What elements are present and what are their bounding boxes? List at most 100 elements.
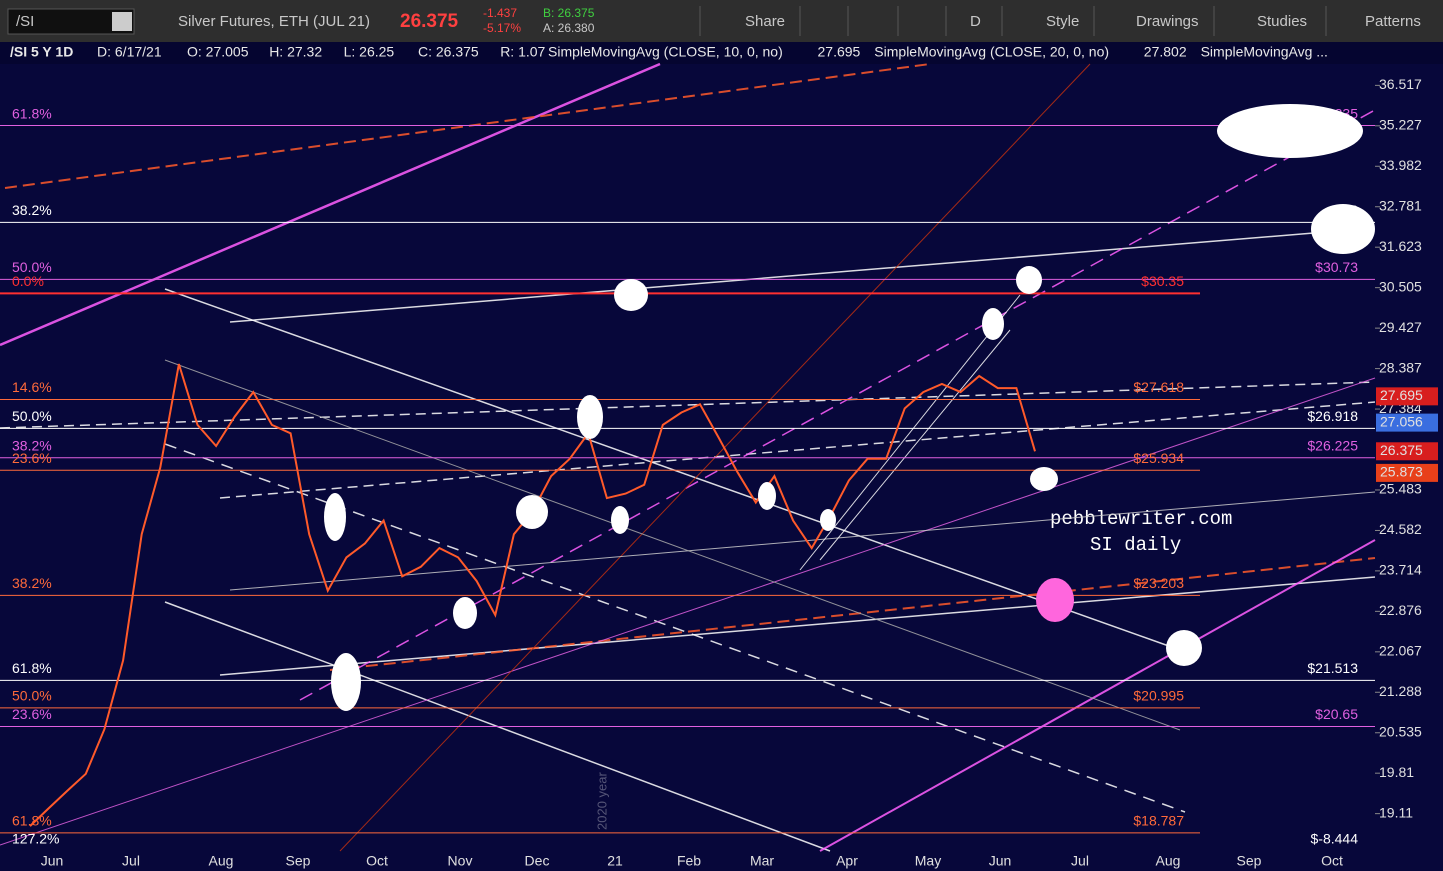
price-tag <box>1376 442 1438 461</box>
x-tick-label: Jul <box>122 853 140 869</box>
y-tick-label: 32.781 <box>1379 197 1422 213</box>
drawing-line <box>819 329 1011 561</box>
level-pct: 50.0% <box>12 408 52 424</box>
price-tag-label: 26.375 <box>1380 442 1423 458</box>
price-tag-label: 25.873 <box>1380 464 1423 480</box>
x-tick-label: Nov <box>448 853 473 869</box>
y-tick-label: 20.535 <box>1379 723 1422 739</box>
y-tick-label: 21.288 <box>1379 683 1422 699</box>
y-tick-label: 36.517 <box>1379 76 1422 92</box>
study-label: SimpleMovingAvg (CLOSE, 10, 0, no) <box>548 44 783 60</box>
drawing-line <box>219 401 1376 499</box>
x-tick-label: Oct <box>366 853 388 869</box>
toolbar <box>0 0 1443 42</box>
x-tick-label: 21 <box>607 853 623 869</box>
study-value: 27.695 <box>818 44 861 60</box>
watermark: pebblewriter.com <box>1050 508 1232 530</box>
x-tick-label: Sep <box>1237 853 1262 869</box>
level-pct: 38.2% <box>12 437 52 453</box>
drawing-line <box>229 229 1351 323</box>
price-tag <box>1376 413 1438 432</box>
marker <box>1311 204 1375 254</box>
level-label: $25.934 <box>1133 450 1184 466</box>
drawing-line <box>164 359 1181 731</box>
y-tick-label: 19.11 <box>1379 804 1413 820</box>
toolbar-button[interactable]: D <box>970 13 981 30</box>
y-tick-label: 30.505 <box>1379 278 1422 294</box>
level-pct: 38.2% <box>12 202 52 218</box>
toolbar-button[interactable]: Share <box>745 13 785 30</box>
level-label: $-8.444 <box>1311 831 1359 847</box>
marker <box>758 482 776 510</box>
level-label: $20.995 <box>1133 688 1184 704</box>
level-label: $26.918 <box>1307 408 1358 424</box>
header-field: D: 6/17/21 <box>97 44 162 60</box>
toolbar-button[interactable]: Studies <box>1257 13 1307 30</box>
x-tick-label: Feb <box>677 853 701 869</box>
drawing-line <box>0 62 661 347</box>
toolbar-button[interactable]: Patterns <box>1365 13 1421 30</box>
change-pct: -5.17% <box>483 21 521 35</box>
watermark: SI daily <box>1090 534 1181 556</box>
year-label: 2020 year <box>594 772 609 830</box>
price-tag <box>1376 463 1438 482</box>
level-pct: 127.2% <box>12 831 59 847</box>
x-tick-label: Aug <box>209 853 234 869</box>
level-label: $30.73 <box>1315 259 1358 275</box>
level-label: $23.203 <box>1133 575 1184 591</box>
x-tick-label: Aug <box>1156 853 1181 869</box>
x-tick-label: Jun <box>989 853 1012 869</box>
level-pct: 50.0% <box>12 259 52 275</box>
header-field: C: 26.375 <box>418 44 479 60</box>
level-pct: 38.2% <box>12 575 52 591</box>
drawing-line <box>0 381 1376 429</box>
level-pct: 50.0% <box>12 688 52 704</box>
level-pct: 0.0% <box>12 273 44 289</box>
level-label: $21.513 <box>1307 660 1358 676</box>
bid: B: 26.375 <box>543 6 595 20</box>
header-field: H: 27.32 <box>269 44 322 60</box>
study-name: /SI 5 Y 1D <box>10 44 73 60</box>
y-tick-label: 25.483 <box>1379 481 1422 497</box>
price-tag <box>1376 387 1438 406</box>
level-label: $26.225 <box>1307 437 1358 453</box>
drawing-line <box>799 294 1021 571</box>
marker <box>614 279 648 311</box>
drawing-line <box>329 557 1376 671</box>
level-label: $30.35 <box>1141 273 1184 289</box>
price-tag-label: 27.695 <box>1380 387 1423 403</box>
marker <box>982 308 1004 340</box>
level-pct: 14.6% <box>12 379 52 395</box>
marker <box>611 506 629 534</box>
x-tick-label: Apr <box>836 853 858 869</box>
y-tick-label: 31.623 <box>1379 238 1422 254</box>
header-field: O: 27.005 <box>187 44 249 60</box>
marker <box>577 395 603 439</box>
marker <box>1217 104 1363 158</box>
last-price: 26.375 <box>400 11 459 32</box>
level-pct: 61.8% <box>12 105 52 121</box>
toolbar-button[interactable]: Drawings <box>1136 13 1199 30</box>
drawing-line <box>299 109 1376 701</box>
ask: A: 26.380 <box>543 21 595 35</box>
dropdown[interactable] <box>112 12 132 31</box>
y-tick-label: 22.067 <box>1379 643 1422 659</box>
y-tick-label: 28.387 <box>1379 359 1422 375</box>
y-tick-label: 19.81 <box>1379 764 1414 780</box>
marker <box>453 597 477 629</box>
drawing-line <box>4 63 931 189</box>
y-tick-label: 29.427 <box>1379 319 1422 335</box>
header-field: L: 26.25 <box>344 44 395 60</box>
header <box>0 42 1443 64</box>
marker <box>1036 578 1074 622</box>
y-tick-label: 23.714 <box>1379 562 1422 578</box>
x-tick-label: Sep <box>286 853 311 869</box>
marker <box>1016 266 1042 294</box>
y-tick-label: 22.876 <box>1379 602 1422 618</box>
header-field: R: 1.07 <box>500 44 545 60</box>
study-label: SimpleMovingAvg ... <box>1201 44 1328 60</box>
marker <box>820 509 836 531</box>
toolbar-button[interactable]: Style <box>1046 13 1079 30</box>
y-tick-label: 33.982 <box>1379 157 1422 173</box>
